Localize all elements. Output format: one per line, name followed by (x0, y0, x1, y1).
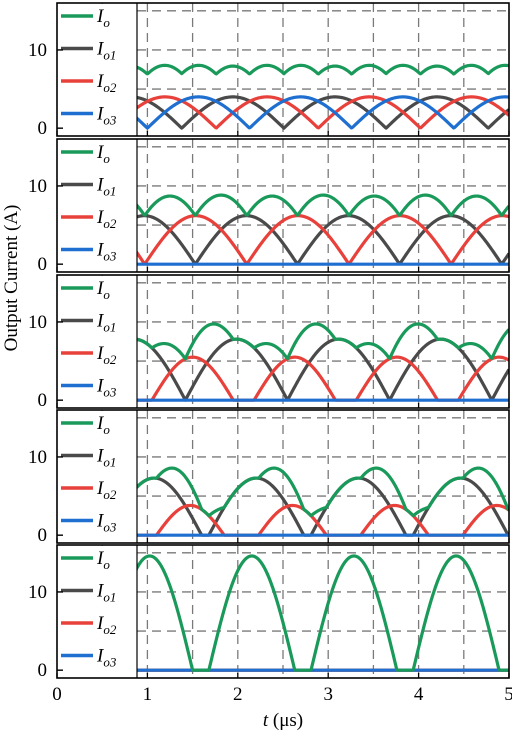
series-line-io (132, 466, 509, 518)
y-tick-label: 10 (28, 447, 47, 468)
y-tick-label: 10 (28, 582, 47, 603)
x-tick-labels: 0 1 2 3 4 5 (52, 684, 512, 705)
chart-panels: IoIo1Io2Io3010IoIo1Io2Io3010IoIo1Io2Io30… (28, 2, 512, 705)
panel-3: Io Io1 Io2 Io3 0 10 (28, 274, 510, 411)
legend-label-io3: Io3 (96, 376, 117, 400)
legend-label-io1: Io1 (96, 581, 116, 605)
y-tick-label: 0 (38, 525, 48, 546)
legend-label-io3: Io3 (96, 104, 117, 128)
legend-label-io2: Io2 (96, 343, 117, 367)
series-line-io1 (133, 214, 509, 266)
legend-label-io1: Io1 (96, 39, 116, 63)
series-curves (132, 466, 509, 537)
panel-4: Io Io1 Io2 Io3 0 10 (28, 409, 510, 546)
legend-label-io3: Io3 (96, 511, 117, 535)
legend-label-io2: Io2 (96, 478, 117, 502)
legend-label-io1: Io1 (96, 446, 116, 470)
y-tick-label: 0 (38, 118, 48, 139)
series-line-io (132, 193, 509, 217)
legend-label-io: Io (96, 142, 110, 166)
legend: Io Io1 Io2 Io3 (61, 278, 117, 400)
series-line-io (133, 322, 509, 361)
x-tick-label: 0 (52, 684, 62, 705)
panel-2: Io Io1 Io2 Io3 0 10 (28, 138, 510, 275)
legend-label-io1: Io1 (96, 175, 116, 199)
y-tick-label: 0 (38, 390, 48, 411)
legend: Io Io1 Io2 Io3 (61, 6, 117, 128)
panel-frame (56, 2, 510, 137)
x-tick-label: 3 (323, 684, 333, 705)
legend-label-io1: Io1 (96, 311, 116, 335)
x-tick-label: 5 (504, 684, 512, 705)
panel-frame (56, 274, 510, 409)
legend-label-io2: Io2 (96, 207, 117, 231)
panel-frame (56, 138, 510, 273)
series-curves (132, 554, 509, 672)
legend-label-io3: Io3 (96, 240, 117, 264)
panel-frame (56, 409, 510, 544)
legend: Io Io1 Io2 Io3 (61, 413, 117, 535)
legend-label-io: Io (96, 278, 110, 302)
x-tick-label: 1 (143, 684, 153, 705)
panel-5: Io Io1 Io2 Io3 0 10 (28, 544, 510, 681)
series-curves (132, 193, 509, 266)
series-curves (133, 322, 509, 402)
panel-frame (56, 544, 510, 679)
grid-lines (101, 3, 509, 136)
legend-label-io2: Io2 (96, 613, 117, 637)
legend-label-io: Io (96, 6, 110, 30)
series-line-io2 (132, 95, 509, 130)
y-tick-label: 0 (38, 660, 48, 681)
legend: Io Io1 Io2 Io3 (61, 548, 117, 670)
legend-label-io3: Io3 (96, 646, 117, 670)
y-tick-label: 10 (28, 312, 47, 333)
grid-lines (101, 410, 509, 543)
series-line-io3 (132, 95, 509, 130)
legend-label-io2: Io2 (96, 71, 117, 95)
series-line-io (132, 554, 509, 672)
x-tick-label: 2 (233, 684, 243, 705)
series-line-io (133, 63, 509, 76)
grid-lines (101, 545, 509, 678)
x-tick-label: 4 (414, 684, 424, 705)
x-axis-label: t (μs) (263, 710, 303, 731)
panel-1: Io Io1 Io2 Io3 0 10 (28, 2, 510, 139)
series-line-io1 (133, 95, 509, 130)
grid-lines (101, 275, 509, 408)
series-curves (132, 63, 509, 130)
y-axis-label: Output Current (A) (1, 205, 22, 352)
y-tick-label: 10 (28, 176, 47, 197)
y-tick-label: 10 (28, 40, 47, 61)
y-tick-label: 0 (38, 254, 48, 275)
legend-label-io: Io (96, 413, 110, 437)
legend: Io Io1 Io2 Io3 (61, 142, 117, 264)
legend-label-io: Io (96, 548, 110, 572)
